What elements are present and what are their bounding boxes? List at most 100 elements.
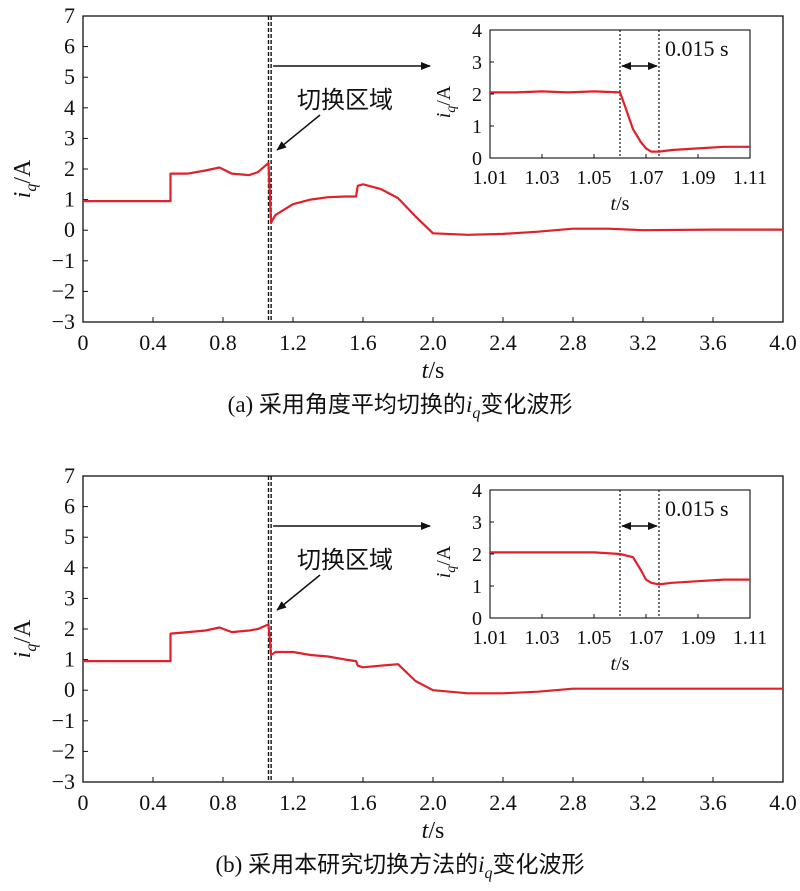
x-tick-label: 2.8: [559, 790, 587, 815]
annotation-arrow: [276, 114, 321, 151]
inset-y-tick-label: 2: [472, 84, 482, 106]
inset-x-tick-label: 1.09: [681, 167, 716, 189]
y-tick-label: 0: [64, 677, 75, 702]
inset-x-tick-label: 1.05: [577, 167, 612, 189]
inset-chart: 1.01 1.03 1.05 1.07 1.09 1.11 0 1 2 3 4 iq/A t/s 0.01…: [433, 20, 767, 215]
inset-y-tick-label: 2: [472, 544, 482, 566]
caption-prefix: (a) 采用角度平均切换的: [228, 392, 466, 417]
x-tick-label: 0: [78, 330, 89, 355]
x-tick-label: 2.8: [559, 330, 587, 355]
inset-x-axis-label: t/s: [611, 193, 630, 215]
inset-x-tick-label: 1.11: [733, 627, 767, 649]
switch-region-annotation: 切换区域: [297, 87, 393, 114]
chart-panel-a: 0 0.4 0.8 1.2 1.6 2.0 2.4 2.8 3.2 3.6 4.0 −3 −2 −1 0 1 2…: [10, 3, 797, 422]
inset-y-axis-label-symbol: i: [433, 573, 455, 579]
caption-suffix: 变化波形: [492, 852, 584, 877]
inset-x-axis-label-symbol: t: [611, 193, 617, 215]
x-axis-label: t/s: [422, 358, 445, 384]
inset-y-tick-label: 0: [472, 608, 482, 630]
x-tick-label: 2.4: [489, 790, 517, 815]
chart-panel-b: 0 0.4 0.8 1.2 1.6 2.0 2.4 2.8 3.2 3.6 4.0 −3 −2 −1 0 1 2…: [10, 463, 797, 882]
caption-suffix: 变化波形: [480, 392, 572, 417]
x-tick-label: 4.0: [769, 330, 797, 355]
y-axis-label-unit: /A: [10, 159, 36, 184]
y-tick-label: 3: [64, 125, 75, 150]
inset-y-tick-label: 1: [472, 116, 482, 138]
x-tick-label: 4.0: [769, 790, 797, 815]
inset-chart: 1.01 1.03 1.05 1.07 1.09 1.11 0 1 2 3 4 iq/A t/s 0.01…: [433, 480, 767, 675]
y-axis-label-symbol: i: [10, 652, 36, 659]
inset-x-tick-label: 1.11: [733, 167, 767, 189]
inset-y-axis-label-subscript: q: [444, 106, 459, 113]
interval-label: 0.015 s: [665, 36, 729, 61]
y-tick-label: −1: [52, 248, 75, 273]
inset-y-axis-label-unit: /A: [433, 545, 455, 566]
x-tick-label: 1.6: [349, 790, 377, 815]
y-tick-label: −1: [52, 708, 75, 733]
y-tick-label: 6: [64, 494, 75, 519]
x-tick-label: 0.4: [139, 330, 167, 355]
inset-y-axis-label: iq/A: [433, 545, 459, 578]
x-axis-label-symbol: t: [422, 818, 430, 844]
inset-y-tick-label: 0: [472, 148, 482, 170]
x-tick-label: 3.2: [629, 330, 657, 355]
y-tick-label: 7: [64, 3, 75, 28]
iq-series-line: [83, 161, 783, 236]
inset-y-tick-label: 1: [472, 576, 482, 598]
y-tick-label: −2: [52, 738, 75, 763]
inset-x-tick-label: 1.01: [473, 167, 508, 189]
y-tick-label: −3: [52, 769, 75, 794]
plot-frame: [82, 15, 784, 323]
x-tick-label: 0.8: [209, 330, 237, 355]
inset-x-axis-label-symbol: t: [611, 653, 617, 675]
inset-iq-series-line: [490, 90, 750, 153]
inset-y-tick-label: 4: [472, 480, 482, 502]
x-axis-label: t/s: [422, 818, 445, 844]
annotation-arrow: [276, 574, 321, 611]
y-tick-label: 7: [64, 463, 75, 488]
inset-x-tick-label: 1.09: [681, 627, 716, 649]
x-tick-label: 3.6: [699, 330, 727, 355]
x-tick-label: 1.2: [279, 790, 307, 815]
y-tick-label: 4: [64, 95, 75, 120]
figure-caption: (a) 采用角度平均切换的iq变化波形: [228, 392, 573, 422]
y-tick-label: 4: [64, 555, 75, 580]
x-tick-label: 3.6: [699, 790, 727, 815]
x-axis-label-unit: /s: [428, 818, 444, 844]
y-axis-label-unit: /A: [10, 619, 36, 644]
y-tick-label: 2: [64, 156, 75, 181]
inset-x-tick-label: 1.03: [525, 167, 560, 189]
inset-x-tick-label: 1.07: [629, 167, 664, 189]
y-tick-label: 3: [64, 585, 75, 610]
caption-subscript: q: [472, 405, 480, 422]
inset-x-tick-label: 1.07: [629, 627, 664, 649]
caption-subscript: q: [484, 865, 492, 882]
y-tick-label: 6: [64, 34, 75, 59]
inset-y-tick-label: 3: [472, 52, 482, 74]
y-tick-label: 2: [64, 616, 75, 641]
x-tick-label: 0: [78, 790, 89, 815]
x-tick-label: 2.0: [419, 790, 447, 815]
y-axis-label-symbol: i: [10, 192, 36, 199]
caption-prefix: (b) 采用本研究切换方法的: [216, 852, 479, 877]
y-tick-label: 1: [64, 187, 75, 212]
y-axis-label: iq/A: [10, 619, 40, 658]
x-tick-label: 0.8: [209, 790, 237, 815]
inset-y-axis-label-symbol: i: [433, 113, 455, 119]
x-tick-label: 0.4: [139, 790, 167, 815]
inset-x-axis-label-unit: /s: [616, 653, 630, 675]
iq-series-line: [83, 623, 783, 695]
y-tick-label: −3: [52, 309, 75, 334]
inset-x-tick-label: 1.03: [525, 627, 560, 649]
y-tick-label: 0: [64, 217, 75, 242]
inset-iq-series-line: [490, 551, 750, 586]
inset-x-tick-label: 1.05: [577, 627, 612, 649]
y-axis-label-subscript: q: [23, 644, 40, 652]
inset-x-tick-label: 1.01: [473, 627, 508, 649]
y-tick-label: 1: [64, 647, 75, 672]
inset-x-axis-label-unit: /s: [616, 193, 630, 215]
figure-caption: (b) 采用本研究切换方法的iq变化波形: [216, 852, 585, 882]
inset-y-axis-label: iq/A: [433, 85, 459, 118]
x-tick-label: 1.2: [279, 330, 307, 355]
